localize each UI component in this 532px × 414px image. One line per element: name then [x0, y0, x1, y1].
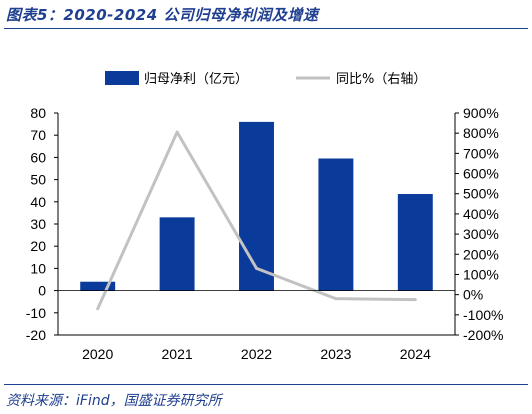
right-tick-label: 600%	[463, 166, 499, 182]
left-axis: -20 -10 0 10 20 30 40 50 60 70 80	[26, 105, 59, 343]
bar-series	[80, 121, 433, 291]
left-tick-label: 0	[38, 283, 46, 299]
left-tick-label: 80	[30, 105, 46, 121]
left-tick-label: 50	[30, 172, 46, 188]
x-tick-label: 2022	[241, 346, 272, 362]
figure-title: 图表5：2020-2024 公司归母净利润及增速	[6, 6, 319, 24]
right-tick-label: 0%	[463, 287, 483, 303]
legend-label-bar: 归母净利（亿元）	[144, 72, 248, 87]
legend: 归母净利（亿元） 同比%（右轴）	[105, 71, 426, 87]
right-tick-label: 500%	[463, 186, 499, 202]
combo-chart: 归母净利（亿元） 同比%（右轴） -20-1001020304050607080 …	[26, 71, 503, 362]
right-tick-label: 300%	[463, 226, 499, 242]
growth-point-2023	[334, 297, 338, 301]
left-tick-label: 60	[30, 149, 46, 165]
right-tick-label: 700%	[463, 145, 499, 161]
x-tick-label: 2023	[320, 346, 351, 362]
growth-point-2021	[175, 130, 179, 134]
legend-label-line: 同比%（右轴）	[336, 72, 426, 87]
bar-2022	[239, 121, 274, 291]
x-tick-label: 2021	[162, 346, 193, 362]
growth-point-2022	[255, 266, 258, 270]
right-tick-label: -200%	[463, 327, 503, 343]
left-tick-label: 70	[30, 127, 46, 143]
title-rule	[4, 28, 528, 29]
x-tick-label: 2024	[400, 346, 431, 362]
bar-2023	[318, 158, 354, 291]
bar-2021	[159, 217, 195, 291]
line-series	[96, 130, 417, 311]
left-tick-label: -20	[26, 327, 46, 343]
right-tick-label: 100%	[463, 266, 499, 282]
left-tick-label: 20	[30, 238, 46, 254]
left-tick-label: -10	[26, 305, 46, 321]
right-tick-label: 800%	[463, 125, 499, 141]
right-tick-label: 900%	[463, 105, 499, 121]
source-rule	[4, 384, 528, 385]
bar-2020	[80, 281, 116, 291]
right-tick-label: 400%	[463, 206, 499, 222]
left-tick-label: 10	[30, 260, 46, 276]
legend-swatch-bar	[105, 71, 139, 85]
x-axis: 2020 2021 2022 2023 2024	[58, 290, 455, 362]
bar-2024	[397, 194, 433, 291]
right-tick-label: 200%	[463, 246, 499, 262]
right-tick-label: -100%	[463, 307, 503, 323]
source-note: 资料来源：iFind，国盛证券研究所	[6, 393, 222, 409]
right-axis: -200% -100% 0% 100% 200% 300% 400% 500% 600% 700%…	[454, 105, 503, 343]
growth-point-2020	[96, 307, 100, 311]
x-tick-label: 2020	[82, 346, 113, 362]
left-tick-label: 40	[30, 194, 46, 210]
left-tick-label: 30	[30, 216, 46, 232]
growth-point-2024	[413, 298, 417, 302]
